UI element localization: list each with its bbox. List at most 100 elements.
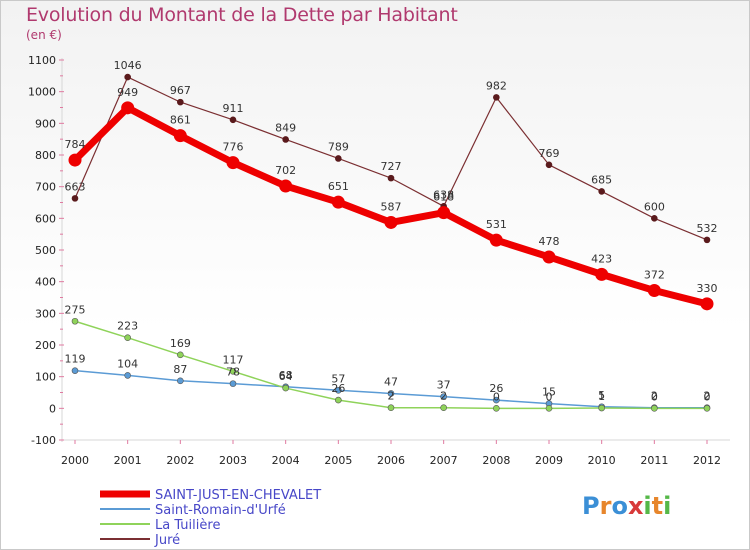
data-label: 0 [493, 390, 500, 403]
data-label: 68 [279, 369, 293, 382]
data-point [177, 351, 184, 359]
data-label: 949 [117, 86, 138, 99]
data-point [493, 94, 500, 101]
data-label: 57 [331, 372, 345, 385]
chart-subtitle: (en €) [26, 28, 62, 42]
legend-label: Juré [154, 533, 180, 548]
x-tick-label: 2005 [324, 454, 352, 467]
data-label: 861 [170, 114, 191, 127]
data-label: 372 [644, 269, 665, 282]
data-label: 87 [173, 363, 187, 376]
y-tick-label: 400 [35, 276, 56, 289]
data-label: 330 [697, 282, 718, 295]
proxiti-logo: Proxiti [582, 492, 672, 520]
data-label: 223 [117, 320, 138, 333]
data-label: 104 [117, 357, 138, 370]
data-label: 663 [65, 180, 86, 193]
x-tick-label: 2001 [114, 454, 142, 467]
y-tick-label: 100 [35, 371, 56, 384]
data-point [598, 404, 605, 412]
data-label: 784 [65, 138, 86, 151]
data-point [121, 101, 135, 115]
data-label: 600 [644, 200, 665, 213]
data-point [651, 215, 658, 222]
data-label: 26 [331, 382, 345, 395]
data-point [489, 233, 503, 247]
data-label: 26 [489, 382, 503, 395]
data-label: 531 [486, 218, 507, 231]
data-point [545, 405, 553, 412]
data-label: 2 [440, 390, 447, 403]
data-point [598, 188, 605, 195]
data-label: 0 [651, 390, 658, 403]
data-point [68, 153, 82, 167]
data-label: 5 [598, 389, 605, 402]
data-point [493, 396, 500, 404]
data-label: 423 [591, 252, 612, 265]
data-point [177, 377, 184, 385]
data-label: 982 [486, 79, 507, 92]
data-point [700, 297, 714, 311]
data-point [282, 384, 289, 392]
legend-label: SAINT-JUST-EN-CHEVALET [155, 488, 321, 503]
data-point [493, 405, 500, 412]
data-label: 618 [433, 191, 454, 204]
data-label: 478 [539, 235, 560, 248]
data-label: 727 [381, 160, 402, 173]
data-label: 37 [437, 379, 451, 392]
data-point [651, 405, 658, 412]
data-point [440, 393, 447, 400]
data-point [335, 396, 342, 404]
series-line-3 [74, 76, 708, 241]
y-tick-label: -100 [31, 434, 56, 447]
data-label: 169 [170, 337, 191, 350]
data-label: 78 [226, 366, 240, 379]
data-point [229, 367, 237, 375]
data-point [229, 116, 237, 124]
data-label: 849 [275, 121, 296, 134]
y-tick-label: 0 [49, 402, 56, 415]
y-tick-label: 1100 [28, 54, 56, 67]
y-tick-label: 800 [35, 149, 56, 162]
y-tick-label: 500 [35, 244, 56, 257]
data-point [703, 236, 711, 244]
data-point [384, 215, 398, 229]
x-tick-label: 2008 [482, 454, 510, 467]
y-tick-label: 700 [35, 181, 56, 194]
x-tick-label: 2002 [166, 454, 194, 467]
x-tick-label: 2009 [535, 454, 563, 467]
x-tick-label: 2012 [693, 454, 721, 467]
y-tick-label: 1000 [28, 86, 56, 99]
data-point [177, 98, 184, 106]
data-label: 0 [546, 390, 553, 403]
data-point [279, 179, 293, 193]
data-label: 769 [539, 147, 560, 160]
x-tick-label: 2000 [61, 454, 89, 467]
legend-label: Saint-Romain-d'Urfé [155, 503, 286, 518]
x-tick-label: 2003 [219, 454, 247, 467]
data-point [71, 195, 79, 202]
data-label: 117 [223, 353, 244, 366]
data-label: 47 [384, 375, 398, 388]
data-point [595, 267, 609, 281]
data-label: 911 [223, 102, 244, 115]
legend-label: La Tuilière [155, 518, 220, 533]
data-point [335, 155, 342, 162]
y-tick-label: 200 [35, 339, 56, 352]
data-label: 2 [704, 390, 711, 403]
data-label: 15 [542, 386, 556, 399]
data-point [387, 390, 395, 397]
data-point [545, 161, 553, 169]
x-tick-label: 2006 [377, 454, 405, 467]
x-tick-label: 2010 [588, 454, 616, 467]
data-point [542, 250, 556, 264]
data-point [124, 372, 131, 379]
x-tick-label: 2004 [272, 454, 300, 467]
data-label: 651 [328, 180, 349, 193]
data-label: 275 [65, 303, 86, 316]
data-label: 1046 [114, 59, 142, 72]
data-label: 0 [704, 390, 711, 403]
data-label: 587 [381, 200, 402, 213]
x-tick-label: 2007 [430, 454, 458, 467]
